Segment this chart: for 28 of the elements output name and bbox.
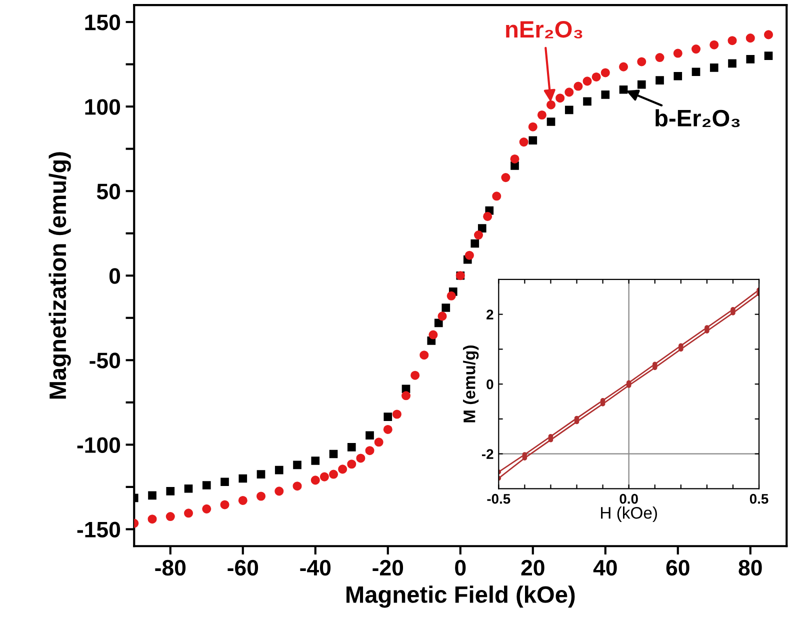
- y-tick-label: 2: [486, 310, 494, 320]
- x-tick-label: 0.0: [620, 494, 638, 504]
- x-tick-label: -20: [372, 560, 404, 576]
- x-axis-title: Magnetic Field (kOe): [346, 586, 575, 608]
- y-tick-label: 150: [85, 14, 120, 30]
- y-tick-label: -50: [90, 352, 120, 368]
- annotation: nEr₂O₃: [506, 20, 582, 38]
- x-tick-label: 0.5: [750, 494, 768, 504]
- x-tick-label: 20: [521, 560, 544, 576]
- y-tick-label: 0: [109, 268, 120, 284]
- y-tick-label: -100: [77, 437, 120, 453]
- y-tick-label: -150: [77, 522, 120, 538]
- x-tick-label: -60: [228, 560, 258, 576]
- x-tick-label: 0: [455, 560, 466, 576]
- y-tick-label: -2: [482, 449, 494, 459]
- x-axis-title: H (kOe): [601, 506, 657, 522]
- y-axis-title: Magnetization (emu/g): [48, 152, 71, 399]
- annotation: b-Er₂O₃: [656, 109, 740, 128]
- x-tick-label: -0.5: [487, 494, 510, 504]
- x-tick-label: 60: [666, 560, 690, 576]
- x-tick-label: -80: [155, 560, 186, 576]
- x-tick-label: 40: [593, 560, 617, 576]
- x-tick-label: 80: [738, 560, 762, 576]
- y-tick-label: 50: [96, 184, 120, 200]
- y-tick-label: 0: [486, 379, 494, 390]
- y-axis-title: M (emu/g): [463, 346, 479, 422]
- x-tick-label: -40: [300, 560, 331, 576]
- y-tick-label: 100: [85, 99, 120, 115]
